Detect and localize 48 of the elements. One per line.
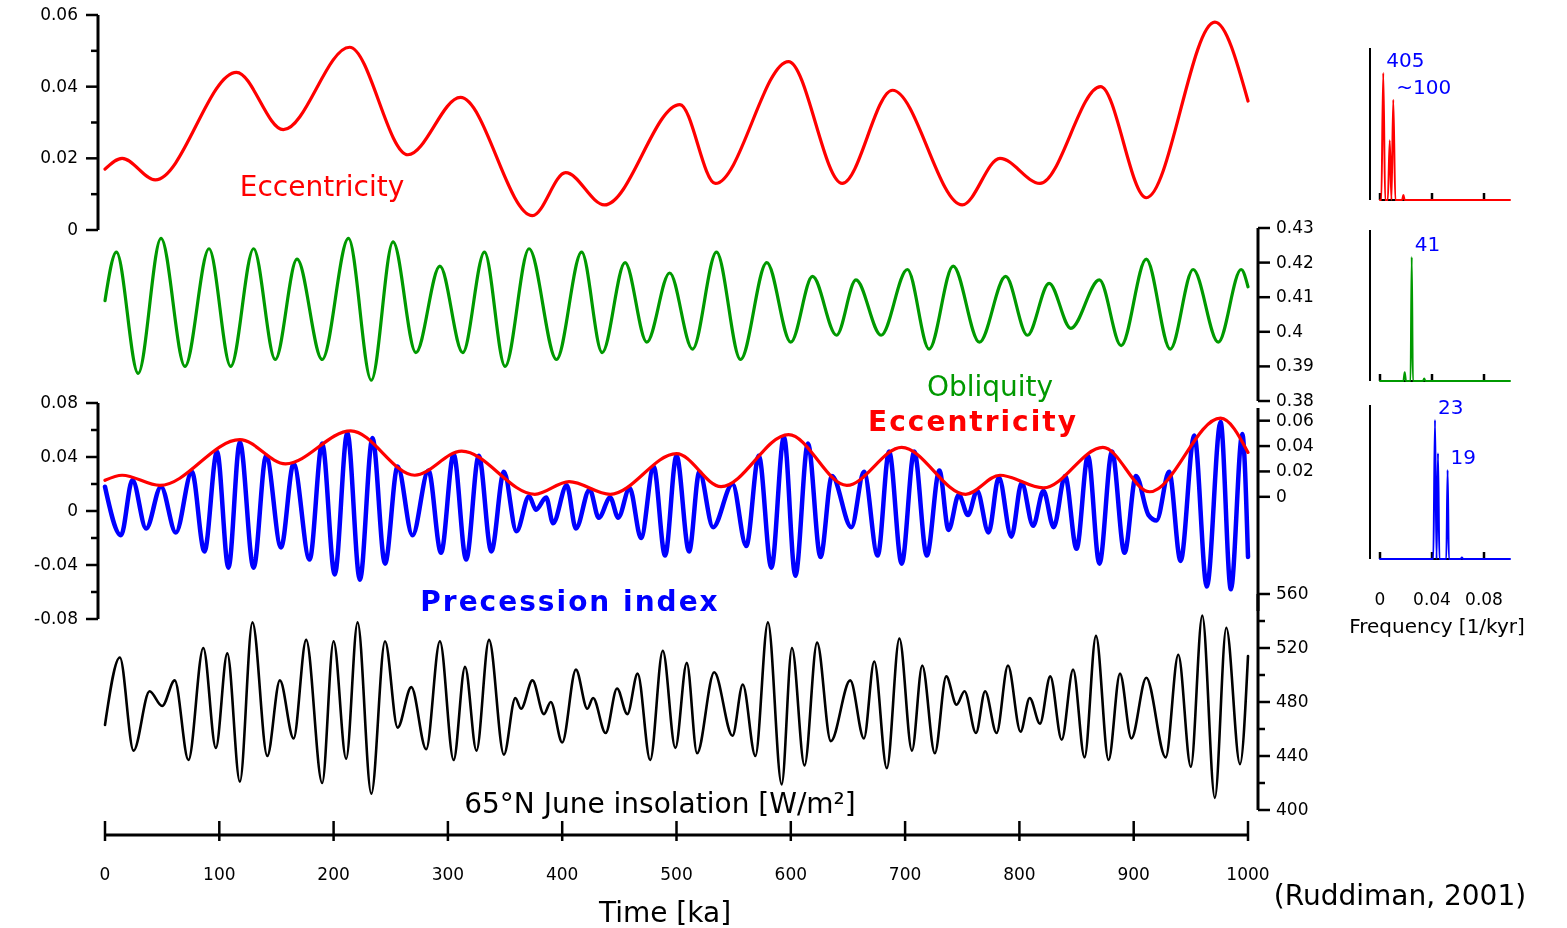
y-tick-label: 0.06 — [40, 4, 78, 24]
y-tick-label: 0.04 — [40, 75, 78, 96]
x-tick-label: 0.08 — [1465, 589, 1503, 609]
y-tick-label: 0.38 — [1276, 390, 1314, 410]
y-tick-label: -0.04 — [34, 554, 78, 574]
y-tick-label: 0.4 — [1276, 320, 1304, 341]
y-tick-label: 0.41 — [1276, 286, 1314, 307]
y-tick-label: -0.08 — [34, 608, 78, 628]
series-label: 65°N June insolation [W/m²] — [464, 787, 856, 820]
annotation: 41 — [1414, 232, 1441, 256]
x-tick-label: 0.04 — [1413, 589, 1451, 609]
text: (Ruddiman, 2001) — [1273, 879, 1527, 912]
y-tick-label: 0.42 — [1276, 251, 1314, 272]
series-label: Eccentricity — [239, 170, 405, 203]
y-tick-label: 0.43 — [1276, 217, 1314, 237]
x-tick-label: 600 — [774, 864, 808, 884]
annotation: 19 — [1450, 445, 1477, 470]
y-tick-label: 0 — [67, 500, 78, 520]
y-tick-label: 0 — [67, 219, 78, 239]
x-axis-title: Frequency [1/kyr] — [1349, 614, 1525, 638]
x-tick-label: 700 — [888, 864, 922, 884]
x-tick-label: 0 — [99, 864, 111, 884]
x-tick-label: 100 — [203, 864, 236, 884]
line-series — [103, 20, 1250, 218]
x-tick-label: 900 — [1117, 864, 1150, 884]
x-tick-label: 200 — [317, 864, 350, 884]
y-tick-label: 0.08 — [40, 392, 78, 412]
y-tick-label: 0.04 — [40, 446, 78, 466]
x-tick-label: 800 — [1003, 864, 1036, 884]
series-label: Obliquity — [926, 370, 1054, 403]
x-tick-label: 500 — [660, 864, 693, 884]
y-tick-label: 480 — [1276, 691, 1309, 711]
y-tick-label: 400 — [1276, 799, 1309, 819]
x-axis-title: Time [ka] — [597, 896, 732, 928]
series-label: Precession index — [420, 585, 720, 618]
y-tick-label: 440 — [1276, 745, 1309, 765]
annotation: 23 — [1437, 395, 1464, 419]
x-tick-label: 300 — [431, 864, 465, 884]
y-tick-label: 560 — [1276, 583, 1309, 603]
series-label: Eccentricity — [868, 405, 1078, 438]
x-tick-label: 0 — [1374, 589, 1386, 609]
x-tick-label: 400 — [545, 864, 579, 884]
y-tick-label: 520 — [1276, 637, 1309, 657]
annotation: ~100 — [1396, 74, 1452, 99]
y-tick-label: 0.39 — [1276, 355, 1314, 376]
annotation: 405 — [1386, 48, 1425, 72]
x-tick-label: 1000 — [1226, 864, 1270, 884]
y-tick-label: 0.02 — [40, 147, 78, 168]
